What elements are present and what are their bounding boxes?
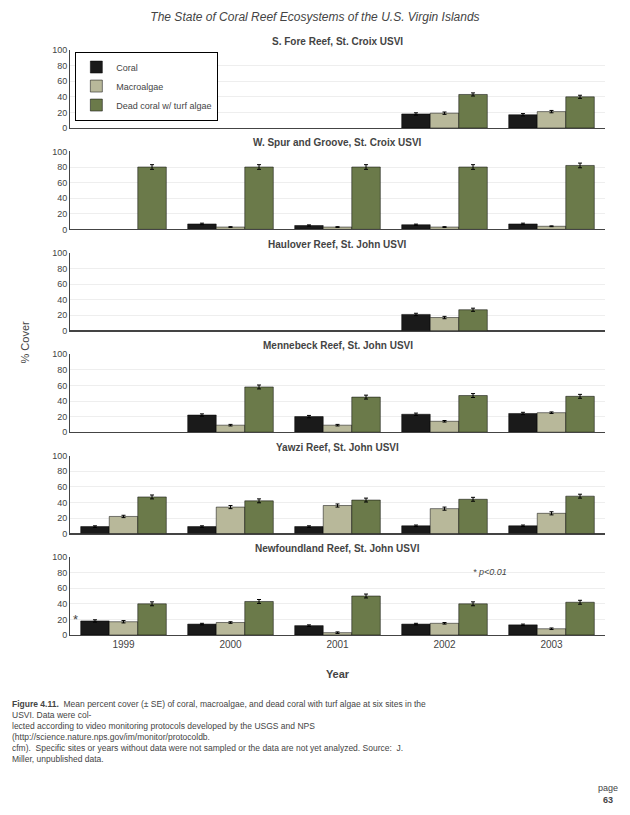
svg-text:0: 0 — [62, 326, 67, 336]
svg-text:2000: 2000 — [219, 639, 242, 650]
svg-text:0: 0 — [62, 225, 67, 235]
svg-text:40: 40 — [57, 498, 67, 508]
svg-text:40: 40 — [57, 396, 67, 406]
svg-text:2002: 2002 — [433, 639, 456, 650]
svg-text:Haulover Reef, St. John USVI: Haulover Reef, St. John USVI — [268, 239, 407, 250]
svg-text:60: 60 — [57, 178, 67, 188]
svg-text:Yawzi Reef, St. John USVI: Yawzi Reef, St. John USVI — [276, 442, 399, 453]
svg-text:100: 100 — [52, 45, 67, 55]
svg-text:100: 100 — [52, 147, 67, 157]
svg-text:40: 40 — [57, 193, 67, 203]
svg-text:Newfoundland Reef, St. John US: Newfoundland Reef, St. John USVI — [255, 543, 420, 554]
svg-text:Macroalgae: Macroalgae — [116, 82, 163, 92]
svg-text:20: 20 — [57, 412, 67, 422]
svg-text:% Cover: % Cover — [19, 321, 31, 364]
svg-text:1999: 1999 — [112, 639, 135, 650]
svg-text:40: 40 — [57, 92, 67, 102]
svg-text:100: 100 — [52, 552, 67, 562]
svg-text:80: 80 — [57, 264, 67, 274]
svg-text:80: 80 — [57, 365, 67, 375]
svg-text:2003: 2003 — [540, 639, 563, 650]
svg-text:40: 40 — [57, 295, 67, 305]
svg-text:0: 0 — [62, 630, 67, 640]
svg-text:Dead coral w/ turf algae: Dead coral w/ turf algae — [116, 101, 211, 111]
svg-text:20: 20 — [57, 615, 67, 625]
svg-text:Mennebeck Reef, St. John USVI: Mennebeck Reef, St. John USVI — [263, 340, 413, 351]
svg-text:20: 20 — [57, 513, 67, 523]
svg-text:20: 20 — [57, 209, 67, 219]
svg-text:80: 80 — [57, 61, 67, 71]
svg-text:0: 0 — [62, 529, 67, 539]
svg-text:0: 0 — [62, 427, 67, 437]
svg-text:0: 0 — [62, 123, 67, 133]
svg-text:40: 40 — [57, 599, 67, 609]
svg-text:Year: Year — [326, 668, 350, 680]
svg-text:Coral: Coral — [116, 63, 138, 73]
svg-text:60: 60 — [57, 381, 67, 391]
svg-text:100: 100 — [52, 349, 67, 359]
svg-text:60: 60 — [57, 76, 67, 86]
svg-text:60: 60 — [57, 482, 67, 492]
svg-text:60: 60 — [57, 279, 67, 289]
svg-text:*: * — [73, 612, 78, 627]
svg-text:60: 60 — [57, 583, 67, 593]
svg-text:* p<0.01: * p<0.01 — [473, 567, 507, 577]
svg-text:W. Spur and Groove, St. Croix: W. Spur and Groove, St. Croix USVI — [253, 137, 422, 148]
svg-text:80: 80 — [57, 568, 67, 578]
svg-text:100: 100 — [52, 451, 67, 461]
svg-text:20: 20 — [57, 108, 67, 118]
svg-text:S. Fore Reef, St. Croix USVI: S. Fore Reef, St. Croix USVI — [272, 36, 403, 47]
svg-text:80: 80 — [57, 162, 67, 172]
svg-text:2001: 2001 — [326, 639, 349, 650]
svg-text:Figure 4.11. Mean percent cov: Figure 4.11. Mean percent cover (± SE) o… — [12, 699, 426, 764]
svg-text:20: 20 — [57, 310, 67, 320]
svg-text:100: 100 — [52, 248, 67, 258]
svg-text:80: 80 — [57, 466, 67, 476]
svg-text:The State of Coral Reef Ecosys: The State of Coral Reef Ecosystems of th… — [150, 10, 479, 24]
svg-text:page63: page63 — [598, 783, 618, 805]
